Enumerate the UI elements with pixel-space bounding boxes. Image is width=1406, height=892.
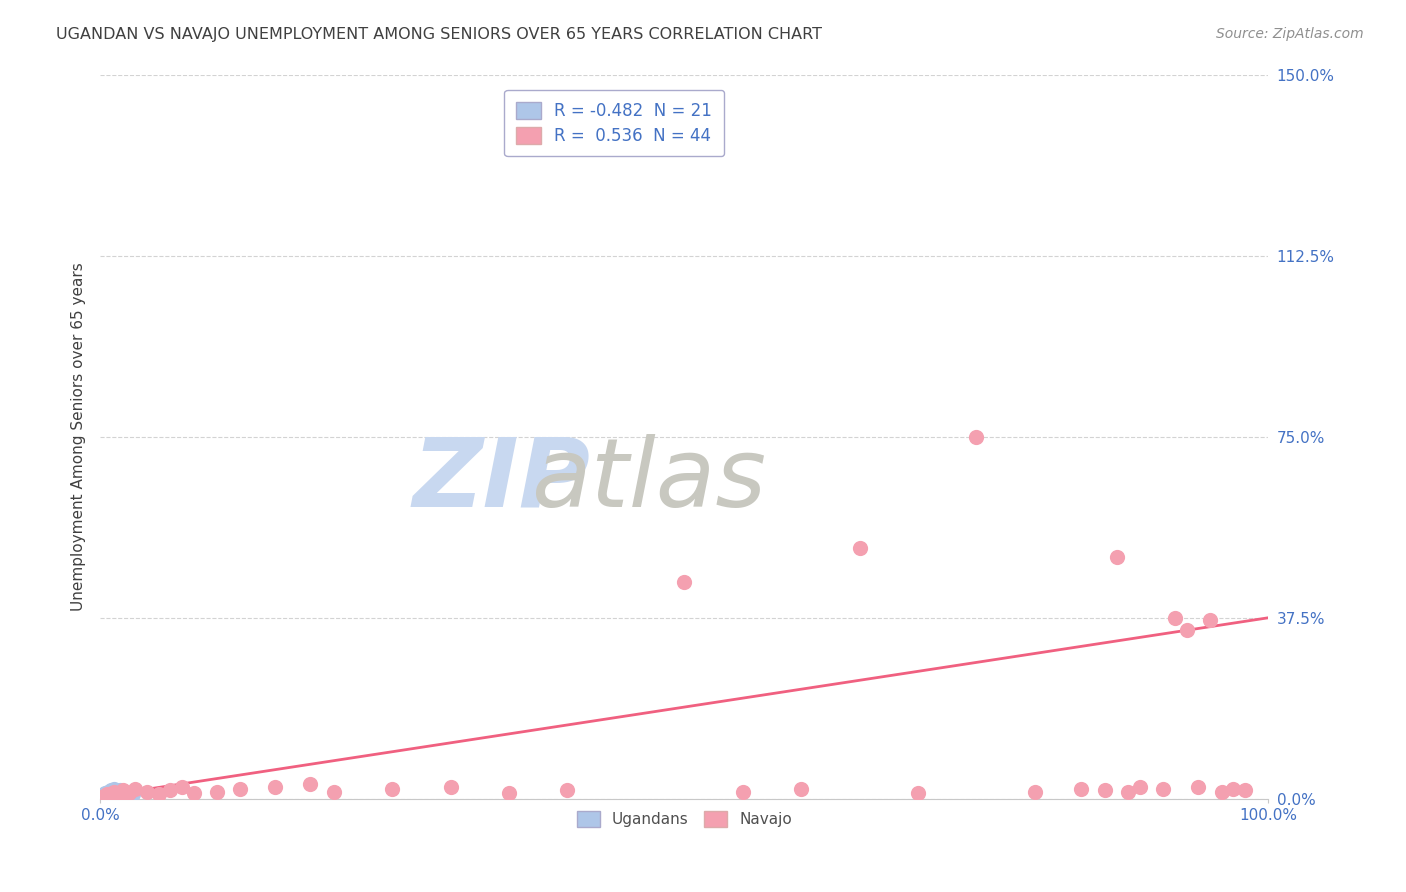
Point bbox=[1105, 550, 1128, 565]
Point bbox=[118, 786, 141, 800]
Point bbox=[108, 786, 131, 800]
Point bbox=[110, 787, 132, 801]
Point bbox=[498, 786, 520, 800]
Point bbox=[103, 782, 125, 797]
Point bbox=[107, 789, 129, 804]
Point bbox=[1199, 613, 1222, 627]
Point bbox=[91, 788, 114, 802]
Point bbox=[965, 430, 987, 444]
Point bbox=[96, 787, 118, 801]
Point bbox=[112, 784, 135, 798]
Point bbox=[1129, 780, 1152, 794]
Point bbox=[135, 784, 157, 798]
Point bbox=[103, 784, 125, 798]
Point bbox=[110, 788, 132, 802]
Point bbox=[105, 784, 128, 798]
Text: UGANDAN VS NAVAJO UNEMPLOYMENT AMONG SENIORS OVER 65 YEARS CORRELATION CHART: UGANDAN VS NAVAJO UNEMPLOYMENT AMONG SEN… bbox=[56, 27, 823, 42]
Point bbox=[159, 783, 181, 797]
Point bbox=[1222, 782, 1244, 797]
Point bbox=[148, 787, 170, 801]
Point bbox=[1116, 784, 1139, 798]
Point bbox=[104, 788, 127, 802]
Point bbox=[107, 788, 129, 802]
Point bbox=[1187, 780, 1209, 794]
Point bbox=[907, 786, 929, 800]
Point bbox=[439, 780, 461, 794]
Point bbox=[97, 784, 120, 798]
Point bbox=[96, 789, 118, 804]
Point bbox=[117, 786, 139, 800]
Point bbox=[93, 789, 115, 804]
Point bbox=[124, 782, 146, 797]
Point bbox=[264, 780, 287, 794]
Point bbox=[1211, 784, 1233, 798]
Text: atlas: atlas bbox=[531, 434, 766, 526]
Legend: Ugandans, Navajo: Ugandans, Navajo bbox=[569, 804, 800, 835]
Point bbox=[381, 782, 404, 797]
Point bbox=[1070, 782, 1092, 797]
Point bbox=[205, 784, 228, 798]
Point bbox=[1152, 782, 1174, 797]
Point bbox=[98, 788, 121, 802]
Point bbox=[108, 783, 131, 797]
Point bbox=[98, 788, 121, 802]
Point bbox=[111, 787, 134, 801]
Point bbox=[299, 777, 322, 791]
Point bbox=[183, 786, 205, 800]
Point bbox=[731, 784, 754, 798]
Point bbox=[121, 787, 143, 801]
Point bbox=[1175, 623, 1198, 637]
Point bbox=[94, 786, 117, 800]
Point bbox=[322, 784, 344, 798]
Point bbox=[673, 574, 696, 589]
Point bbox=[790, 782, 813, 797]
Point bbox=[101, 787, 124, 801]
Point bbox=[112, 783, 135, 797]
Point bbox=[101, 786, 124, 800]
Point bbox=[557, 783, 579, 797]
Point bbox=[100, 783, 122, 797]
Point bbox=[114, 789, 136, 804]
Point bbox=[229, 782, 252, 797]
Point bbox=[1164, 611, 1187, 625]
Point bbox=[170, 780, 193, 794]
Point bbox=[101, 789, 124, 803]
Point bbox=[848, 541, 870, 555]
Point bbox=[1234, 783, 1257, 797]
Y-axis label: Unemployment Among Seniors over 65 years: Unemployment Among Seniors over 65 years bbox=[72, 262, 86, 611]
Point bbox=[1024, 784, 1046, 798]
Point bbox=[120, 788, 142, 802]
Point bbox=[1094, 783, 1116, 797]
Text: ZIP: ZIP bbox=[413, 434, 591, 526]
Text: Source: ZipAtlas.com: Source: ZipAtlas.com bbox=[1216, 27, 1364, 41]
